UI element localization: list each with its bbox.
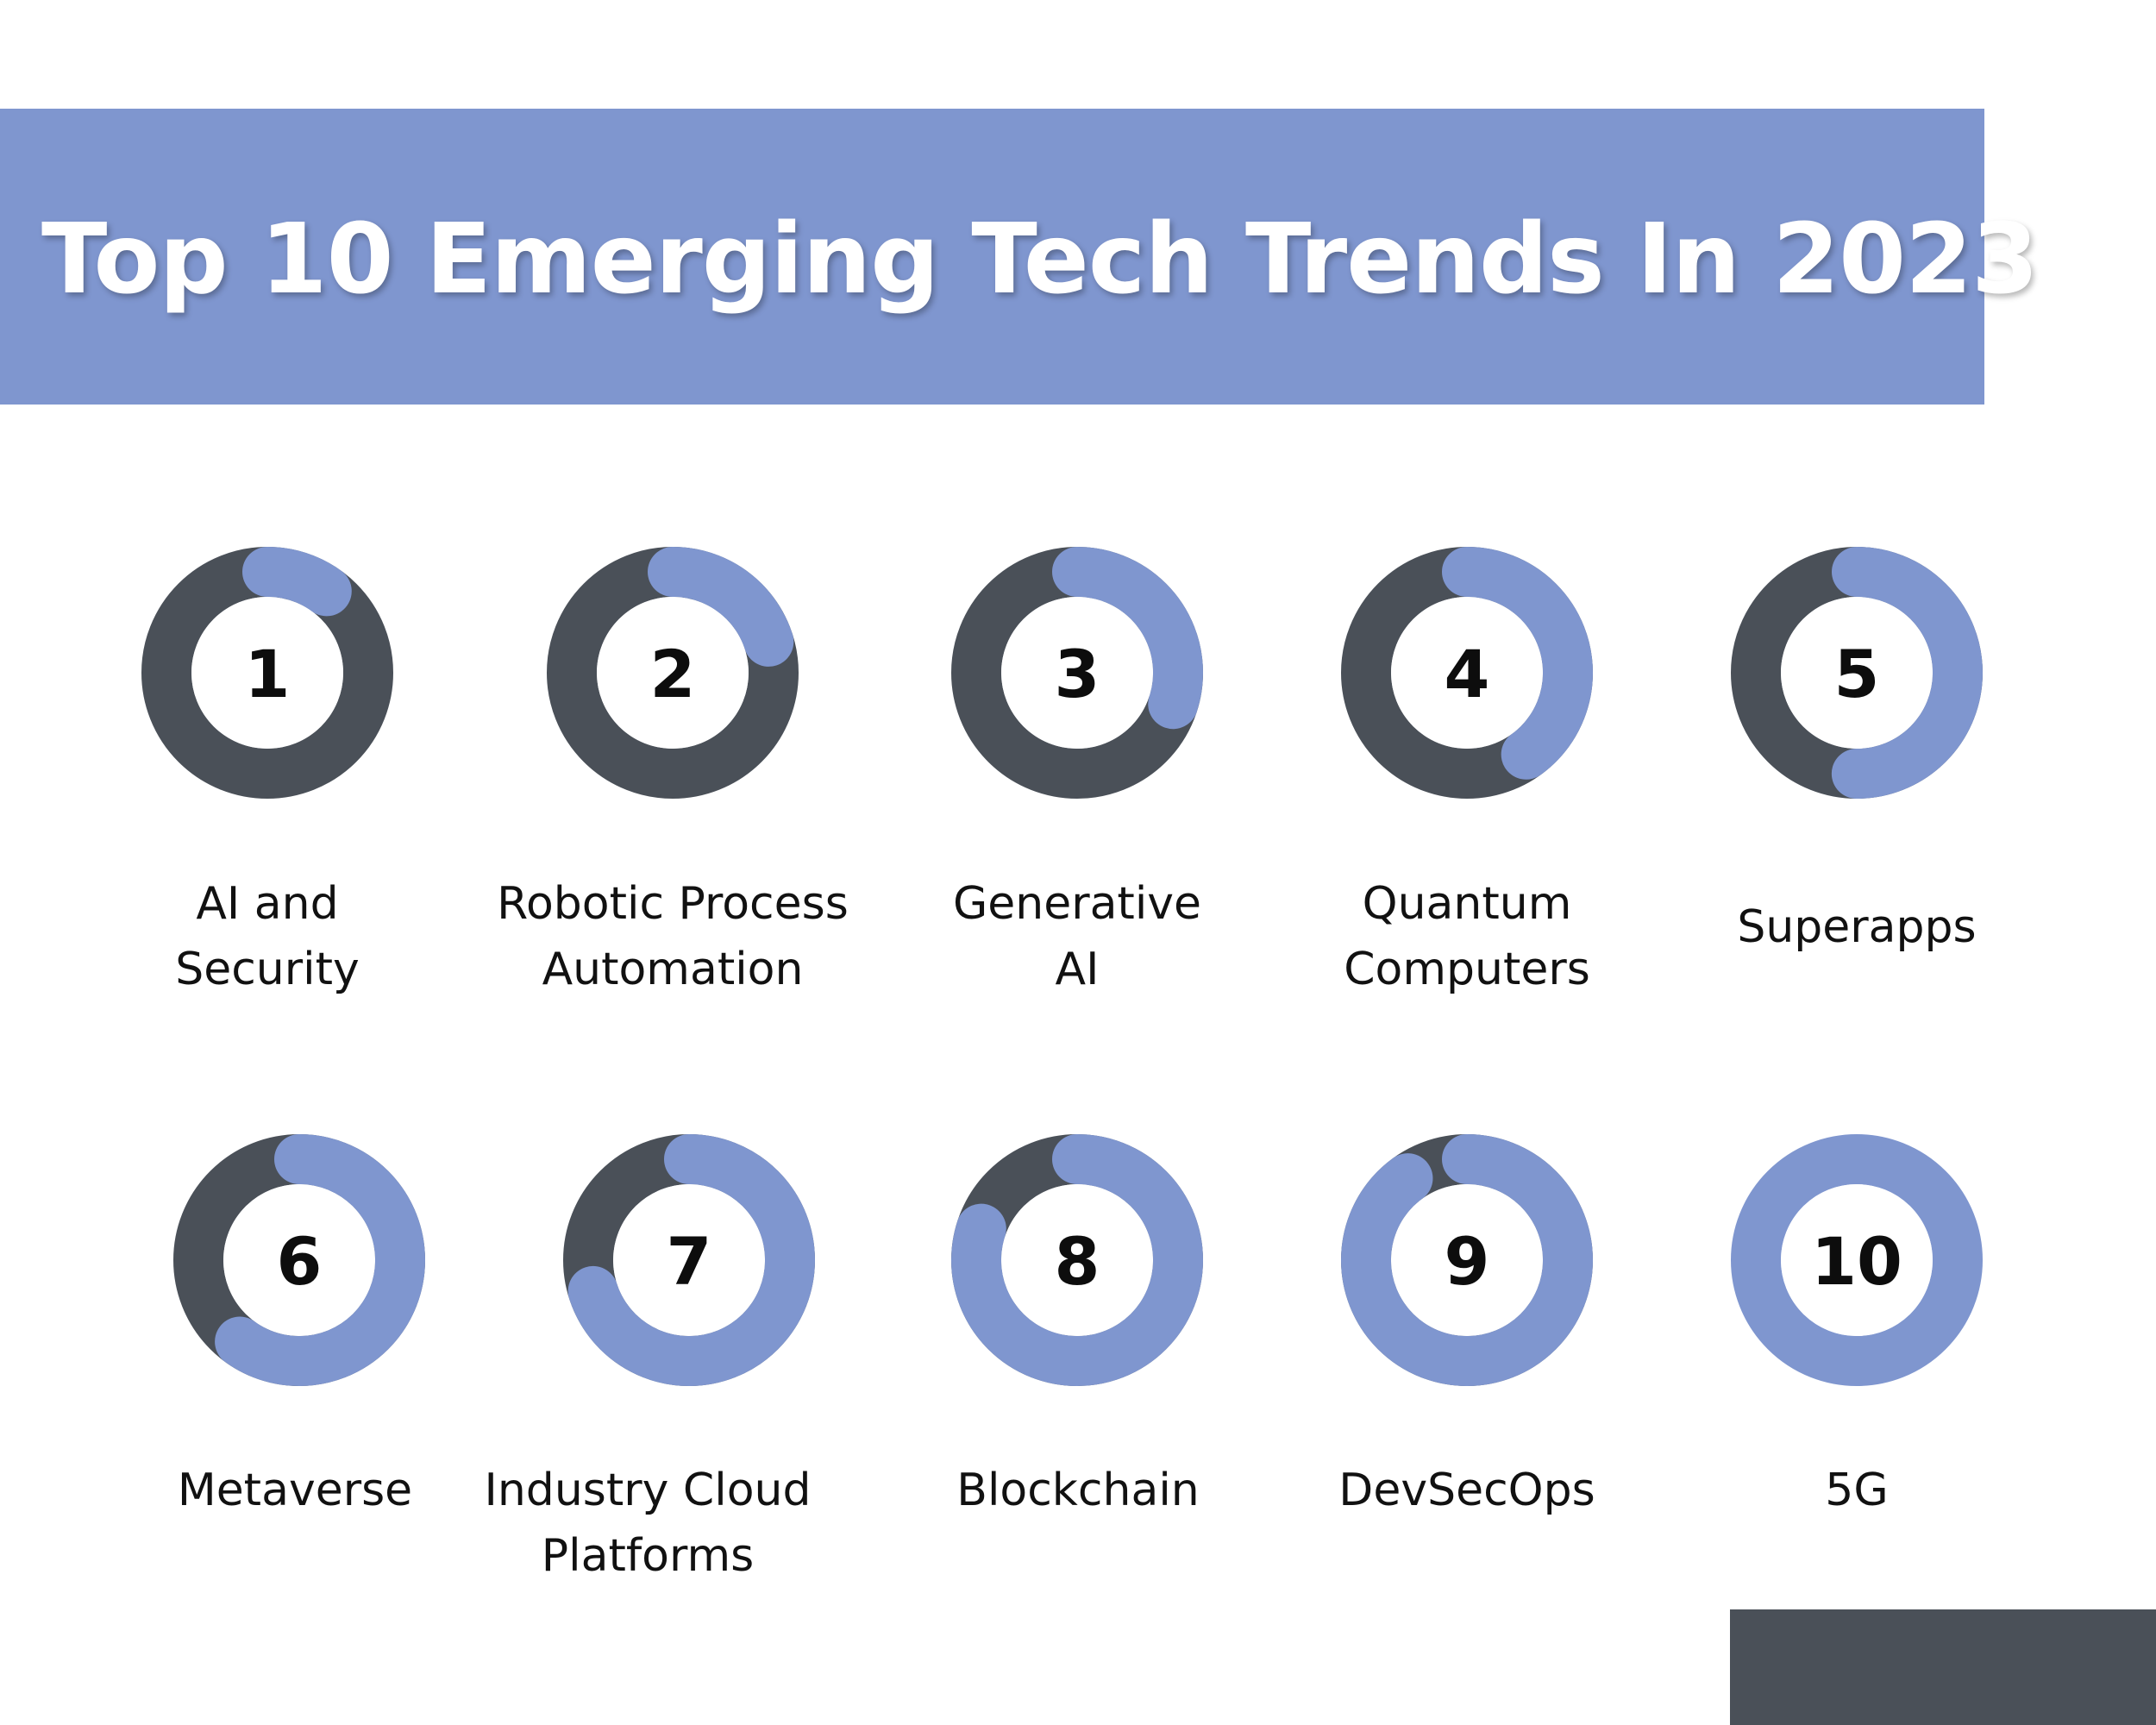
trend-ring-6: 6 [173, 1134, 425, 1386]
ring-center-5 [1781, 597, 1933, 749]
ring-progress-8 [951, 1134, 1203, 1386]
trend-label-2: Robotic Process Automation [497, 878, 849, 995]
trend-label-9: DevSecOps [1338, 1465, 1595, 1516]
trend-rank-9: 9 [1445, 1223, 1490, 1300]
trend-label-6: Metaverse [177, 1465, 413, 1516]
trend-rank-5: 5 [1834, 636, 1880, 712]
ring-progress-6 [173, 1134, 425, 1386]
trend-rank-6: 6 [277, 1223, 323, 1300]
ring-progress-9 [1341, 1134, 1593, 1386]
trend-ring-9: 9 [1341, 1134, 1593, 1386]
ring-progress-7 [563, 1134, 815, 1386]
trend-ring-3: 3 [951, 547, 1203, 799]
trend-rank-2: 2 [650, 636, 696, 712]
trend-label-3: Generative AI [952, 878, 1202, 995]
trend-rank-1: 1 [245, 636, 291, 712]
corner-accent-block [1730, 1609, 2156, 1725]
trend-rank-7: 7 [667, 1223, 712, 1300]
trend-label-4: Quantum Computers [1344, 878, 1590, 995]
ring-progress-4 [1341, 547, 1593, 799]
ring-progress-2 [547, 547, 799, 799]
ring-progress-1 [141, 547, 393, 799]
ring-center-1 [191, 597, 343, 749]
ring-center-3 [1001, 597, 1153, 749]
trend-ring-10: 10 [1731, 1134, 1983, 1386]
ring-center-7 [613, 1184, 765, 1336]
title-banner [0, 109, 1984, 405]
trend-label-7: Industry Cloud Platforms [484, 1465, 812, 1582]
ring-progress-3 [951, 547, 1203, 799]
trend-ring-4: 4 [1341, 547, 1593, 799]
ring-progress-5 [1731, 547, 1983, 799]
trend-rank-8: 8 [1055, 1223, 1100, 1300]
ring-center-6 [223, 1184, 375, 1336]
ring-center-9 [1391, 1184, 1543, 1336]
ring-center-10 [1781, 1184, 1933, 1336]
ring-center-4 [1391, 597, 1543, 749]
trend-rank-10: 10 [1811, 1223, 1902, 1300]
trend-rank-3: 3 [1055, 636, 1100, 712]
ring-center-2 [597, 597, 749, 749]
trend-ring-7: 7 [563, 1134, 815, 1386]
ring-center-8 [1001, 1184, 1153, 1336]
trend-ring-8: 8 [951, 1134, 1203, 1386]
trend-rank-4: 4 [1445, 636, 1490, 712]
ring-track-10 [1731, 1134, 1983, 1386]
trend-label-10: 5G [1825, 1465, 1889, 1516]
trend-ring-5: 5 [1731, 547, 1983, 799]
trend-ring-2: 2 [547, 547, 799, 799]
trend-label-1: AI and Security [175, 878, 360, 995]
page-title: Top 10 Emerging Tech Trends In 2023 [41, 204, 2039, 316]
trend-label-8: Blockchain [956, 1465, 1200, 1516]
trend-ring-1: 1 [141, 547, 393, 799]
trend-label-5: Superapps [1737, 901, 1977, 953]
